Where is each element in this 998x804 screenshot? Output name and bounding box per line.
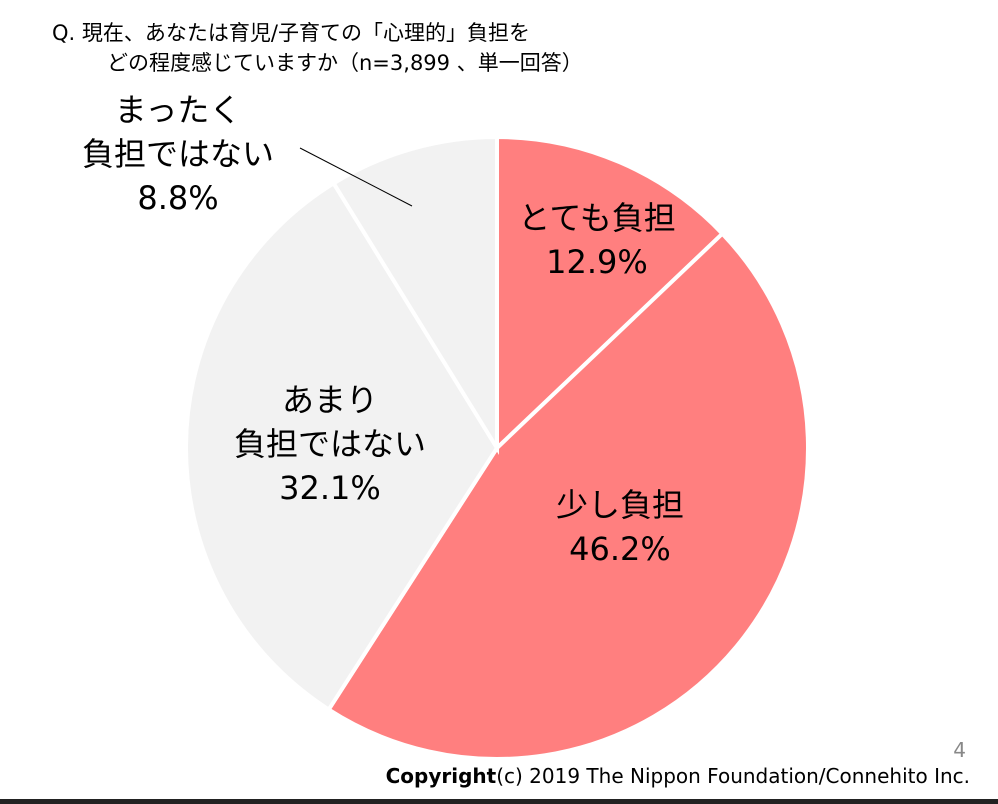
slice-3-name-line2: 負担ではない [233, 425, 427, 463]
slice-2-value: 46.2% [569, 530, 671, 568]
slice-1-name: とても負担 [518, 199, 676, 237]
copyright-bold: Copyright [385, 764, 497, 788]
slice-4-value: 8.8% [137, 179, 219, 217]
slice-4-name-line1: まったく [114, 91, 242, 129]
pie-slice-4 [330, 134, 499, 456]
copyright-rest: (c) 2019 The Nippon Foundation/Connehito… [496, 764, 970, 788]
page-number: 4 [953, 738, 966, 762]
slice-4-name-line2: 負担ではない [81, 135, 275, 173]
slice-1-value: 12.9% [546, 243, 648, 281]
question-line-1: Q. 現在、あなたは育児/子育ての「心理的」負担を [52, 21, 530, 45]
label-slice-4: まったく 負担ではない 8.8% [82, 88, 274, 220]
question-line-2: どの程度感じていますか（n=3,899 、単一回答） [107, 51, 583, 75]
question-title: Q. 現在、あなたは育児/子育ての「心理的」負担を どの程度感じていますか（n=… [52, 18, 583, 78]
slice-2-name: 少し負担 [555, 486, 685, 524]
label-slice-3: あまり 負担ではない 32.1% [234, 378, 426, 510]
pie-slice-3 [184, 180, 500, 713]
label-slice-2: 少し負担 46.2% [556, 483, 684, 571]
slice-3-value: 32.1% [279, 469, 381, 507]
copyright: Copyright(c) 2019 The Nippon Foundation/… [386, 764, 970, 788]
leader-line-slice-4 [299, 147, 413, 207]
slice-3-name-line1: あまり [281, 381, 379, 419]
pie-slice-2 [325, 230, 810, 761]
bottom-divider [0, 799, 998, 804]
pie-slice-1 [495, 134, 726, 453]
label-slice-1: とても負担 12.9% [518, 196, 675, 284]
